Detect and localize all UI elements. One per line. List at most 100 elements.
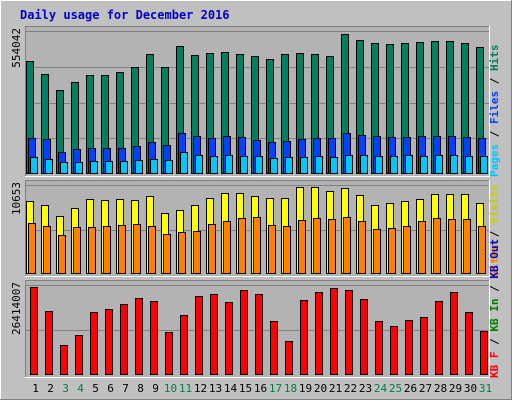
- bar-kb-f-day-20: [315, 292, 323, 375]
- bar-sites-day-19: [298, 220, 306, 274]
- bar-pages-day-29: [450, 155, 458, 174]
- bar-pages-day-21: [330, 157, 338, 174]
- bar-sites-day-15: [238, 218, 246, 274]
- bar-pages-day-22: [345, 155, 353, 174]
- legend-entry: KB In: [488, 299, 501, 332]
- bar-sites-day-1: [28, 223, 36, 274]
- bar-sites-day-5: [88, 227, 96, 274]
- x-tick-label-day-1: 1: [32, 382, 39, 395]
- legend-entry: /: [488, 279, 501, 299]
- bar-pages-day-7: [120, 161, 128, 174]
- x-tick-label-day-25: 25: [389, 382, 402, 395]
- bar-sites-day-12: [193, 231, 201, 274]
- bar-kb-f-day-14: [225, 302, 233, 375]
- bar-pages-day-30: [465, 156, 473, 174]
- x-tick-label-day-18: 18: [284, 382, 297, 395]
- bar-kb-f-day-3: [60, 345, 68, 375]
- legend-visits-sites: Sites / Visits: [488, 184, 501, 277]
- series-kb-f: [30, 287, 488, 375]
- bar-sites-day-13: [208, 224, 216, 274]
- bar-sites-day-23: [358, 221, 366, 274]
- chart-panels: 554042 Pages / Files / Hits 10653 Sites / V…: [10, 26, 501, 378]
- bar-sites-day-2: [43, 226, 51, 274]
- x-tick-label-day-27: 27: [419, 382, 432, 395]
- x-tick-label-day-2: 2: [47, 382, 54, 395]
- bar-sites-day-22: [343, 217, 351, 274]
- bar-pages-day-27: [420, 156, 428, 174]
- bar-sites-day-17: [268, 225, 276, 274]
- x-axis-day-labels: 1 2 3 4 5 6 7 8 9 10 11 12 13 14 15 16 17 18 19 20 21 22 23 24 2…: [32, 382, 492, 395]
- x-tick-label-day-4: 4: [77, 382, 84, 395]
- x-tick-label-day-29: 29: [449, 382, 462, 395]
- bar-kb-f-day-27: [420, 317, 428, 375]
- x-tick-label-day-13: 13: [209, 382, 222, 395]
- ymax-label-hits-files-pages: 554042: [10, 28, 23, 68]
- bar-pages-day-23: [360, 155, 368, 174]
- bar-kb-f-day-4: [75, 335, 83, 375]
- x-tick-label-day-7: 7: [122, 382, 129, 395]
- series-pages: [30, 152, 488, 174]
- bar-kb-f-day-8: [135, 298, 143, 375]
- ymax-label-visits-sites: 10653: [10, 182, 23, 215]
- bar-pages-day-15: [240, 156, 248, 174]
- bar-pages-day-13: [210, 156, 218, 174]
- bar-pages-day-16: [255, 156, 263, 174]
- bar-kb-f-day-21: [330, 288, 338, 375]
- bar-kb-f-day-6: [105, 309, 113, 375]
- bar-kb-f-day-18: [285, 341, 293, 375]
- legend-entry: Files: [488, 91, 501, 124]
- bar-pages-day-5: [90, 161, 98, 174]
- bar-sites-day-31: [478, 226, 486, 274]
- bar-pages-day-6: [105, 161, 113, 174]
- bar-sites-day-3: [58, 235, 66, 274]
- bar-kb-f-day-9: [150, 301, 158, 375]
- x-tick-label-day-3: 3: [62, 382, 69, 395]
- bar-kb-f-day-28: [435, 301, 443, 375]
- bar-kb-f-day-7: [120, 304, 128, 375]
- bar-sites-day-20: [313, 218, 321, 274]
- bar-kb-f-day-24: [375, 321, 383, 375]
- x-tick-label-day-8: 8: [137, 382, 144, 395]
- bar-kb-f-day-17: [270, 321, 278, 375]
- legend-entry: Visits: [488, 184, 501, 224]
- x-tick-label-day-10: 10: [164, 382, 177, 395]
- x-tick-label-day-24: 24: [374, 382, 388, 395]
- bar-sites-day-7: [118, 225, 126, 274]
- x-tick-label-day-6: 6: [107, 382, 114, 395]
- x-tick-label-day-14: 14: [224, 382, 238, 395]
- legend-entry: KB F: [488, 352, 501, 379]
- bar-pages-day-20: [315, 156, 323, 174]
- legend-entry: /: [488, 124, 501, 144]
- panel-hits-files-pages: 554042 Pages / Files / Hits: [10, 26, 501, 177]
- bar-pages-day-1: [30, 157, 38, 174]
- x-tick-label-day-26: 26: [404, 382, 417, 395]
- bar-kb-f-day-26: [405, 320, 413, 375]
- bar-kb-f-day-11: [180, 315, 188, 375]
- x-tick-label-day-5: 5: [92, 382, 99, 395]
- legend-entry: /: [488, 224, 501, 244]
- bar-pages-day-28: [435, 155, 443, 174]
- legend-entry: Pages: [488, 144, 501, 177]
- bar-sites-day-24: [373, 229, 381, 274]
- bar-pages-day-3: [60, 162, 68, 174]
- bar-kb-f-day-23: [360, 299, 368, 375]
- bar-sites-day-6: [103, 226, 111, 274]
- ymax-label-kb: 26414007: [10, 282, 23, 335]
- x-tick-label-day-31: 31: [479, 382, 492, 395]
- bar-pages-day-9: [150, 159, 158, 174]
- bar-sites-day-28: [433, 218, 441, 274]
- panel-visits-sites: 10653 Sites / Visits: [10, 180, 501, 277]
- x-tick-label-day-17: 17: [269, 382, 282, 395]
- bar-pages-day-10: [165, 160, 173, 174]
- bar-sites-day-18: [283, 226, 291, 274]
- x-tick-label-day-28: 28: [434, 382, 447, 395]
- legend-entry: /: [488, 71, 501, 91]
- legend-hits-files-pages: Pages / Files / Hits: [488, 45, 501, 178]
- bar-kb-f-day-22: [345, 290, 353, 375]
- bar-sites-day-14: [223, 221, 231, 274]
- bar-pages-day-14: [225, 155, 233, 174]
- bar-kb-f-day-13: [210, 294, 218, 375]
- legend-entry: KB Out: [488, 239, 501, 279]
- bar-kb-f-day-2: [45, 311, 53, 375]
